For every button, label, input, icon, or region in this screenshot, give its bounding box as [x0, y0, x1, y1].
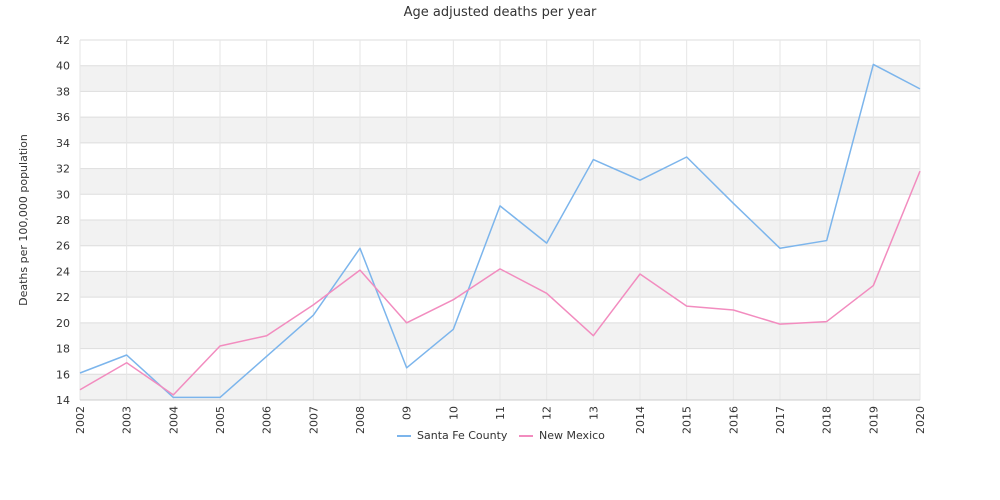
legend-label-santa-fe-county: Santa Fe County	[417, 429, 508, 442]
legend-label-new-mexico: New Mexico	[539, 429, 605, 442]
y-tick-label: 14	[56, 394, 70, 407]
x-tick-label: 2004	[167, 406, 180, 434]
x-tick-label: 2018	[821, 406, 834, 434]
series-lines	[79, 63, 921, 399]
y-tick-label: 38	[56, 85, 70, 98]
y-tick-label: 22	[56, 291, 70, 304]
legend[interactable]: Santa Fe County New Mexico	[397, 429, 605, 442]
x-tick-label: 13	[587, 406, 600, 420]
x-tick-label: 2020	[914, 406, 927, 434]
y-tick-label: 30	[56, 188, 70, 201]
x-tick-label: 2003	[121, 406, 134, 434]
x-tick-label: 12	[541, 406, 554, 420]
x-tick-label: 2007	[307, 406, 320, 434]
x-tick-label: 10	[447, 406, 460, 420]
x-tick-label: 2006	[261, 406, 274, 434]
y-tick-label: 34	[56, 137, 70, 150]
y-tick-label: 32	[56, 163, 70, 176]
y-tick-label: 36	[56, 111, 70, 124]
x-tick-label: 09	[401, 406, 414, 420]
gridlines	[79, 39, 921, 401]
y-tick-label: 20	[56, 317, 70, 330]
legend-item-new-mexico[interactable]: New Mexico	[519, 429, 605, 442]
y-tick-label: 24	[56, 265, 70, 278]
chart-title: Age adjusted deaths per year	[404, 5, 597, 20]
x-tick-label: 2015	[681, 406, 694, 434]
y-tick-label: 40	[56, 60, 70, 73]
x-tick-label: 11	[494, 406, 507, 420]
series-line-santa-fe-county	[79, 63, 921, 399]
legend-item-santa-fe-county[interactable]: Santa Fe County	[397, 429, 508, 442]
x-tick-label: 2005	[214, 406, 227, 434]
x-tick-label: 2019	[867, 406, 880, 434]
x-tick-label: 2008	[354, 406, 367, 434]
y-axis-ticks: 14 16 18 20 22 24 26 28 30 32 34 36 38 40 42	[56, 34, 70, 407]
y-axis-label: Deaths per 100,000 population	[17, 134, 30, 306]
x-tick-label: 2017	[774, 406, 787, 434]
y-tick-label: 16	[56, 368, 70, 381]
x-tick-label: 2014	[634, 406, 647, 434]
y-tick-label: 42	[56, 34, 70, 47]
y-tick-label: 28	[56, 214, 70, 227]
x-tick-label: 2016	[727, 406, 740, 434]
y-tick-label: 26	[56, 240, 70, 253]
x-axis-ticks: 2002 2003 2004 2005 2006 2007 2008 09 10 11 12 13 20…	[74, 406, 927, 434]
x-tick-label: 2002	[74, 406, 87, 434]
series-line-new-mexico	[79, 170, 921, 396]
y-tick-label: 18	[56, 343, 70, 356]
